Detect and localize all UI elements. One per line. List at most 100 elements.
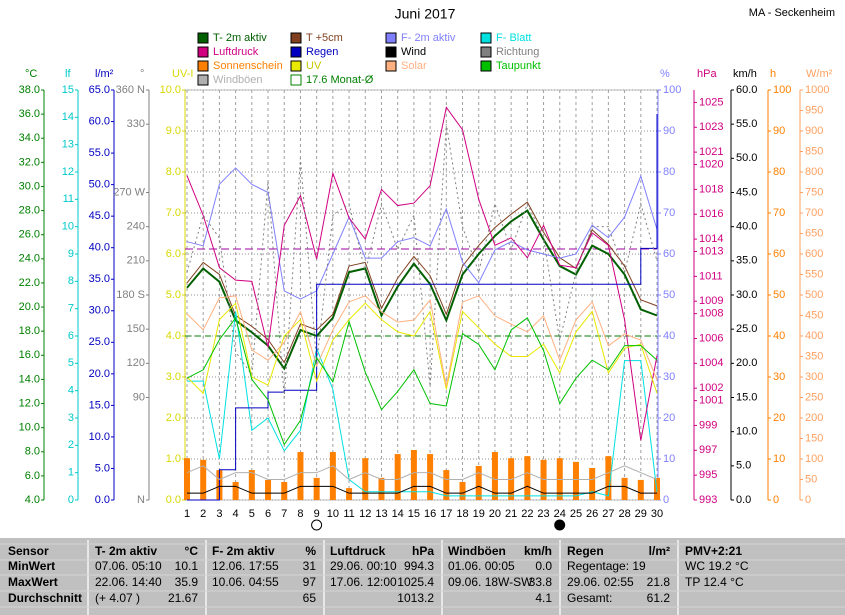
bar [443,470,450,500]
y-tick-label: 5.0 [166,289,181,301]
y-tick-label: 0 [773,494,779,506]
x-tick-label: 6 [265,508,271,520]
y-tick-label: 28.0 [19,204,40,216]
full-moon [311,519,323,531]
y-tick-label: 50.0 [89,179,110,191]
y-tick-label: 9.0 [166,125,181,137]
bar [637,479,644,500]
x-tick-label: 13 [375,508,387,520]
y-tick-label: 12.0 [19,397,40,409]
y-tick-label: 0 [68,494,74,506]
y-tick-label: 800 [805,166,823,178]
legend-marker [290,46,302,58]
bar [524,456,531,500]
y-tick-label: 1 [68,467,74,479]
y-tick-label: 20 [773,412,785,424]
y-tick-label: 750 [805,186,823,198]
y-tick-label: 1004 [699,357,723,369]
table-header: l/m² [649,544,670,558]
y-tick-label: 20 [663,412,675,424]
y-tick-label: 50 [805,473,817,485]
table-row-label: MinWert [8,559,55,573]
y-tick-label: 70 [663,207,675,219]
y-tick-label: 40 [663,330,675,342]
table-cell: 17.06. 12:00 [330,575,397,589]
y-tick-label: 22.0 [19,277,40,289]
table-cell: 10.1 [175,559,199,573]
series-line [186,167,658,300]
x-tick-label: 1 [184,508,190,520]
bar [427,454,434,500]
legend-label: Solar [401,60,427,72]
x-tick-label: 21 [505,508,517,520]
legend-label: Luftdruck [213,46,259,58]
station: MA - Seckenheim [749,7,835,19]
y-tick-label: 1006 [699,332,723,344]
bar [362,458,369,500]
legend-marker [385,32,397,44]
y-tick-label: 1021 [699,146,723,158]
bar [605,456,612,500]
bar [346,488,353,500]
y-tick-label: 35.0 [89,273,110,285]
legend-label: UV [306,60,322,72]
x-tick-label: 27 [602,508,614,520]
y-tick-label: 6 [68,330,74,342]
y-tick-label: 600 [805,248,823,260]
y-tick-label: 350 [805,350,823,362]
y-tick-label: 240 [127,221,145,233]
y-tick-label: 20.0 [89,368,110,380]
legend-marker [385,46,397,58]
y-tick-label: 10 [62,221,74,233]
table-header: F- 2m aktiv [212,544,275,558]
y-tick-label: 9 [68,248,74,260]
y-tick-label: 38.0 [19,84,40,96]
x-tick-label: 20 [489,508,501,520]
bar [394,454,401,500]
legend-label: 17.6 Monat-Ø [306,74,374,86]
y-tick-label: 2 [68,439,74,451]
y-tick-label: 14.0 [19,373,40,385]
table-cell: 97 [303,575,317,589]
y-tick-label: 15.0 [736,391,757,403]
x-tick-label: 19 [473,508,485,520]
y-tick-label: 60.0 [736,84,757,96]
bar [329,452,336,500]
y-tick-label: 35.0 [736,255,757,267]
y-tick-label: 5 [68,357,74,369]
axis-unit: lf [65,68,71,80]
y-tick-label: 100 [805,453,823,465]
y-tick-label: 26.0 [19,229,40,241]
x-tick-label: 15 [408,508,420,520]
bar [184,458,190,500]
table-background [0,538,845,615]
y-tick-label: 36.0 [19,108,40,120]
legend-marker [290,60,302,72]
table-cell: 01.06. 00:05 [448,559,515,573]
y-tick-label: 16.0 [19,349,40,361]
table-cell: 21.8 [647,575,671,589]
table-header: Regen [567,544,604,558]
y-tick-label: 120 [127,357,145,369]
y-tick-label: 900 [805,125,823,137]
y-tick-label: 12 [62,166,74,178]
legend-label: T +5cm [306,32,343,44]
axis-unit: UV-I [172,68,193,80]
y-tick-label: 10.0 [736,426,757,438]
y-tick-label: 0.0 [736,494,751,506]
legend-marker [480,46,492,58]
y-tick-label: 6.0 [166,248,181,260]
table-cell: 994.3 [404,559,434,573]
bar [475,465,482,500]
table-header: PMV+2:21 [685,544,742,558]
y-tick-label: 8.0 [166,166,181,178]
y-tick-label: 400 [805,330,823,342]
y-tick-label: 11 [63,193,74,205]
y-tick-label: 7.0 [166,207,181,219]
series-line [187,311,658,497]
y-tick-label: 55.0 [89,147,110,159]
y-tick-label: 150 [127,323,145,335]
bar [378,477,385,500]
x-tick-label: 24 [554,508,566,520]
